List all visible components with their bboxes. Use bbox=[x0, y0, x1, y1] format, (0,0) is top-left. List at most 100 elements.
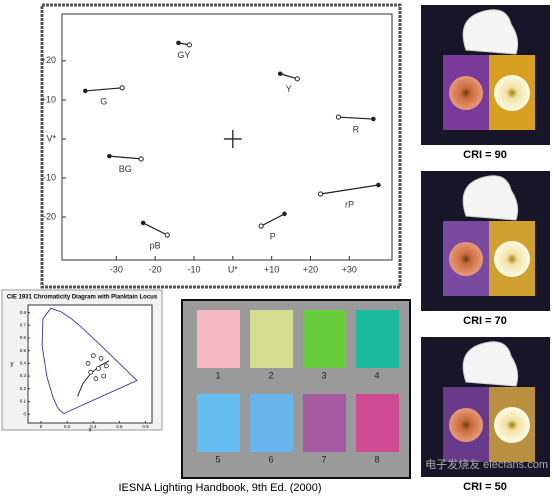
swatch-label: 2 bbox=[268, 370, 273, 380]
y-tick-label: +10 bbox=[41, 94, 56, 104]
origin-cross bbox=[223, 129, 242, 148]
color-swatch bbox=[197, 310, 240, 368]
y-tick-label: 0.3 bbox=[20, 373, 27, 378]
swatch-label: 7 bbox=[321, 454, 326, 464]
x-tick-label: 0 bbox=[40, 424, 43, 429]
x-tick-label: U* bbox=[228, 264, 238, 274]
cie-title: CIE 1931 Chromaticity Diagram with Plank… bbox=[7, 295, 158, 301]
spectral-locus bbox=[41, 307, 138, 414]
sample-point bbox=[101, 373, 107, 379]
plot-border bbox=[40, 3, 402, 289]
sample-point bbox=[98, 355, 104, 361]
color-swatch bbox=[356, 310, 399, 368]
sample-point bbox=[103, 363, 109, 369]
vector-label: rP bbox=[345, 199, 354, 209]
flower-right bbox=[494, 75, 530, 111]
x-tick-label: 0.6 bbox=[116, 424, 123, 429]
x-tick-label: 0.8 bbox=[142, 424, 149, 429]
label-band bbox=[421, 311, 550, 331]
color-swatch bbox=[250, 310, 293, 368]
y-tick-label: 0.8 bbox=[20, 310, 27, 315]
color-swatch bbox=[250, 394, 293, 452]
sample-point bbox=[90, 353, 96, 359]
color-swatch bbox=[356, 394, 399, 452]
flower-right bbox=[494, 241, 530, 277]
vector-label: P bbox=[270, 231, 276, 241]
y-tick-label: 0.7 bbox=[20, 322, 27, 327]
shift-vector bbox=[280, 73, 298, 80]
vector-label: pB bbox=[150, 240, 161, 250]
y-tick-label: V* bbox=[46, 133, 56, 143]
swatch-label: 1 bbox=[215, 370, 220, 380]
y-tick-label: -10 bbox=[43, 172, 56, 182]
swatch-label: 3 bbox=[321, 370, 326, 380]
color-swatch bbox=[197, 394, 240, 452]
test-point bbox=[277, 71, 283, 77]
reference-point bbox=[119, 85, 125, 91]
x-tick-label: -10 bbox=[187, 264, 200, 274]
vector-label: GY bbox=[177, 50, 190, 60]
reference-point bbox=[335, 114, 342, 120]
label-band bbox=[421, 145, 550, 165]
flower-right bbox=[494, 407, 530, 443]
vector-label: Y bbox=[286, 84, 292, 94]
photo-label: CRI = 90 bbox=[463, 149, 507, 161]
shift-vector bbox=[320, 184, 379, 195]
photo-label: CRI = 70 bbox=[463, 315, 507, 327]
reference-point bbox=[294, 76, 300, 82]
sample-point bbox=[85, 361, 91, 366]
swatch-label: 6 bbox=[268, 454, 273, 464]
reference-point bbox=[258, 223, 264, 229]
tissue bbox=[462, 341, 519, 387]
swatch-label: 5 bbox=[215, 454, 220, 464]
test-point bbox=[376, 182, 381, 188]
test-point bbox=[282, 211, 287, 217]
y-tick-label: 0.2 bbox=[20, 386, 27, 391]
test-point bbox=[371, 116, 376, 122]
sample-point bbox=[88, 369, 94, 375]
y-tick-label: 0.4 bbox=[20, 361, 27, 366]
reference-point bbox=[138, 156, 144, 162]
cie-x-label: x bbox=[89, 428, 92, 434]
x-tick-label: +20 bbox=[303, 264, 318, 274]
plot-frame bbox=[61, 13, 393, 261]
x-tick-label: 0.2 bbox=[64, 424, 71, 429]
vector-label: G bbox=[100, 96, 107, 106]
shift-vector bbox=[109, 155, 142, 160]
watermark: 电子发烧友 elecfans.com bbox=[425, 457, 548, 471]
swatch-label: 8 bbox=[374, 454, 379, 464]
x-tick-label: 0.4 bbox=[90, 424, 97, 429]
photo-label: CRI = 50 bbox=[463, 481, 507, 493]
reference-point bbox=[186, 42, 192, 48]
shift-vector bbox=[338, 116, 374, 120]
x-tick-label: +10 bbox=[264, 264, 279, 274]
sample-point bbox=[96, 366, 101, 371]
vector-label: R bbox=[353, 124, 360, 134]
test-point bbox=[176, 40, 181, 46]
shift-vector bbox=[260, 213, 285, 227]
vector-label: BG bbox=[119, 164, 132, 174]
cie-y-label: y bbox=[11, 362, 14, 368]
flower-left bbox=[449, 408, 483, 442]
sample-point bbox=[93, 376, 99, 381]
tissue bbox=[462, 9, 519, 55]
y-tick-label: 0.5 bbox=[20, 348, 27, 353]
color-swatch bbox=[303, 310, 346, 368]
label-band bbox=[421, 477, 550, 497]
y-tick-label: -20 bbox=[43, 211, 56, 221]
x-tick-label: -20 bbox=[149, 264, 162, 274]
test-point bbox=[107, 153, 112, 159]
tissue bbox=[462, 175, 519, 221]
x-tick-label: +30 bbox=[342, 264, 357, 274]
photo-column: CRI = 90 CRI = 70 CRI = 50 bbox=[421, 5, 550, 497]
swatch-label: 4 bbox=[374, 370, 379, 380]
reference-point bbox=[164, 232, 170, 238]
color-swatch bbox=[303, 394, 346, 452]
shift-vector bbox=[85, 87, 123, 92]
reference-point bbox=[317, 191, 324, 197]
shift-vector bbox=[142, 222, 168, 236]
y-tick-label: 0 bbox=[23, 411, 26, 416]
x-tick-label: -30 bbox=[110, 264, 123, 274]
caption: IESNA Lighting Handbook, 9th Ed. (2000) bbox=[118, 482, 321, 494]
